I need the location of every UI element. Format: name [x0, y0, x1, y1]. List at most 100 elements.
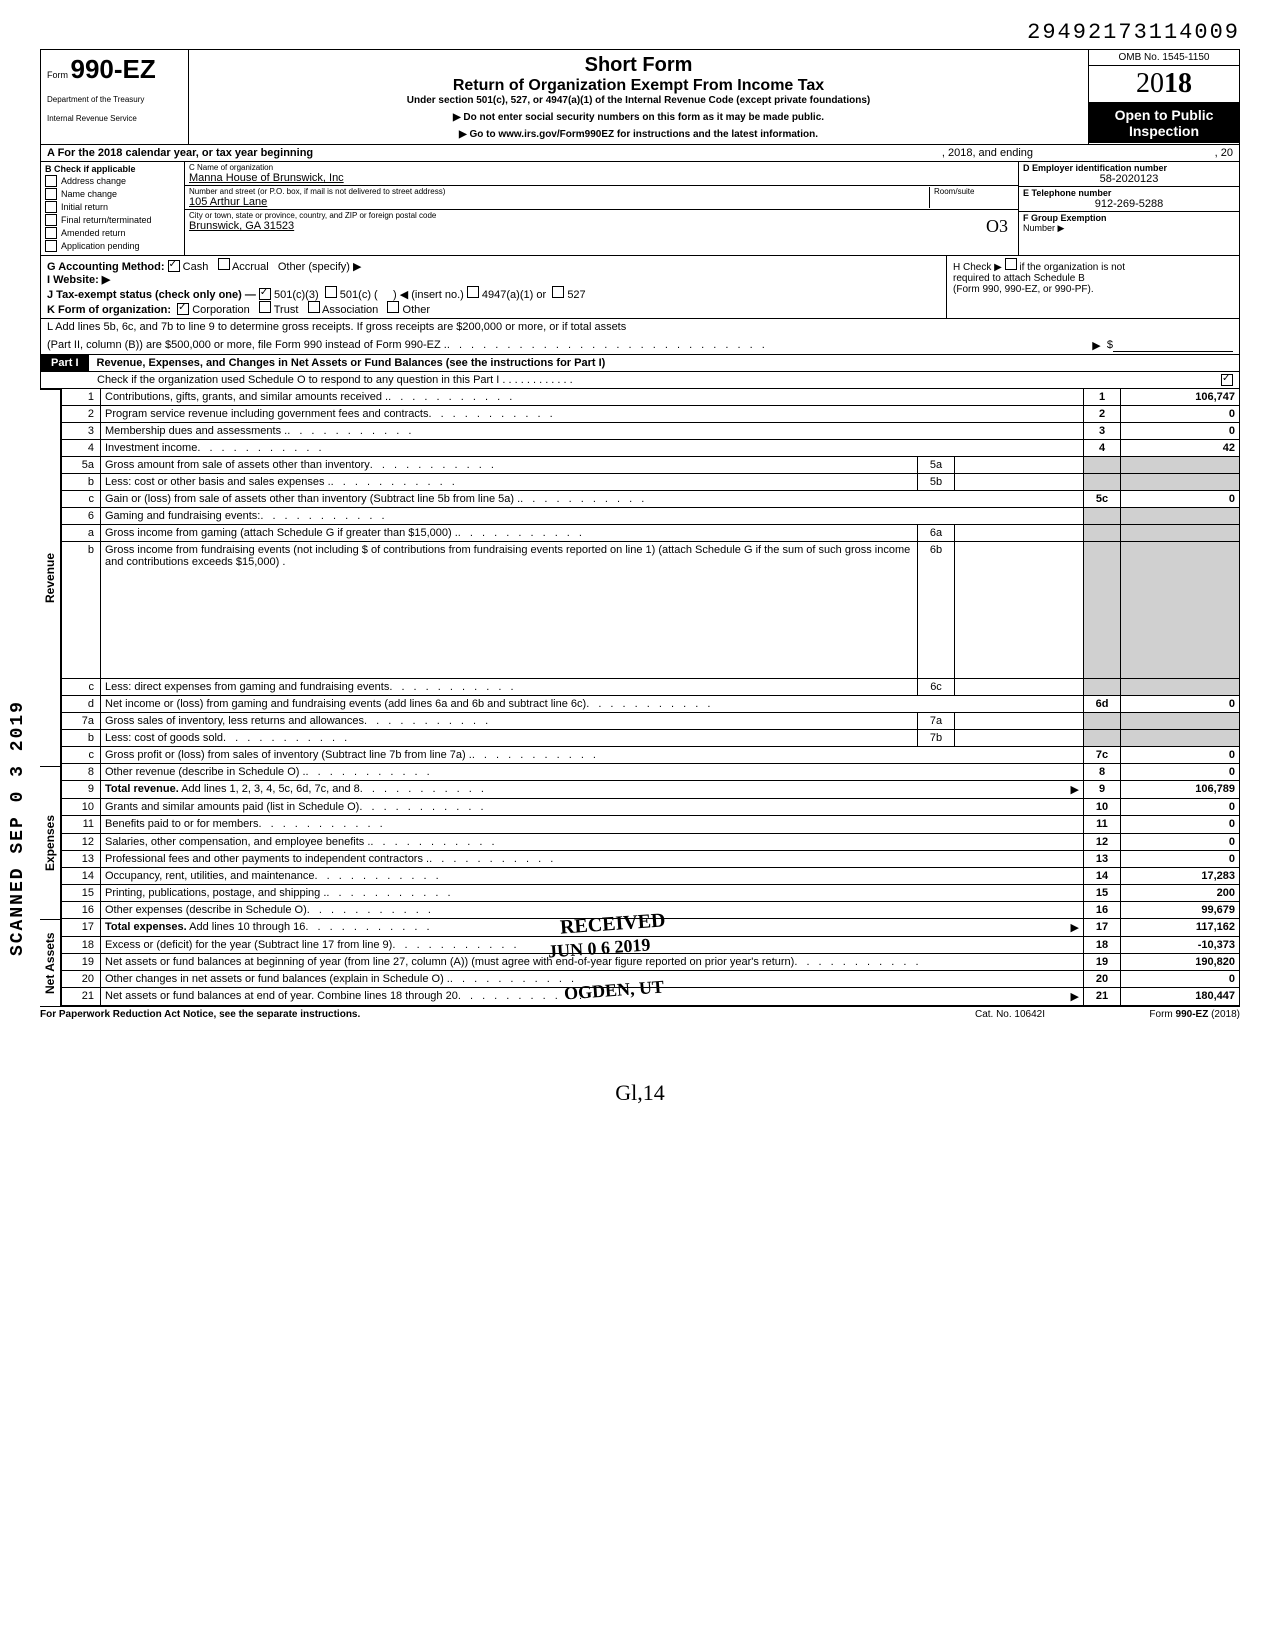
lbl-initial: Initial return [61, 202, 108, 212]
line-num-right: 9 [1084, 781, 1121, 799]
line-g: G Accounting Method: Cash Accrual Other … [47, 258, 940, 273]
line-num-right: 7c [1084, 747, 1121, 764]
line-value: 0 [1121, 747, 1240, 764]
form-lines-table: 1Contributions, gifts, grants, and simil… [61, 389, 1240, 1006]
title-short-form: Short Form [197, 54, 1080, 77]
table-row: 10Grants and similar amounts paid (list … [62, 799, 1240, 816]
line-description: Printing, publications, postage, and shi… [101, 884, 1084, 901]
d-grp-label: F Group Exemption [1023, 213, 1107, 223]
d-tel-value: 912-269-5288 [1023, 198, 1235, 210]
line-description: Program service revenue including govern… [101, 406, 1084, 423]
tax-year: 2018 [1089, 66, 1239, 103]
mid-line-number: 6b [918, 542, 955, 679]
line-number-left: b [62, 542, 101, 679]
line-number-left: 14 [62, 867, 101, 884]
line-number-left: 1 [62, 389, 101, 406]
lbl-trust: Trust [274, 304, 299, 316]
chk-amended[interactable] [45, 227, 57, 239]
d-ein-label: D Employer identification number [1023, 163, 1235, 173]
scanned-stamp: SCANNED SEP 0 3 2019 [8, 700, 28, 956]
line-value: 0 [1121, 423, 1240, 440]
open-to-public: Open to Public Inspection [1089, 103, 1239, 143]
line-value: -10,373 [1121, 936, 1240, 953]
line-value: 17,283 [1121, 867, 1240, 884]
chk-initial[interactable] [45, 201, 57, 213]
line-value: 0 [1121, 406, 1240, 423]
top-document-number: 29492173114009 [40, 20, 1240, 45]
table-row: aGross income from gaming (attach Schedu… [62, 525, 1240, 542]
line-number-left: d [62, 696, 101, 713]
chk-cash[interactable] [168, 260, 180, 272]
line-number-left: 21 [62, 987, 101, 1005]
line-value: 0 [1121, 816, 1240, 833]
table-row: 1Contributions, gifts, grants, and simil… [62, 389, 1240, 406]
line-value: 200 [1121, 884, 1240, 901]
line-number-left: c [62, 679, 101, 696]
line-description: Net income or (loss) from gaming and fun… [101, 696, 1084, 713]
chk-schedule-o[interactable] [1221, 374, 1233, 386]
line-num-shaded [1084, 713, 1121, 730]
line-num-right: 19 [1084, 953, 1121, 970]
mid-line-number: 6a [918, 525, 955, 542]
line-number-left: 15 [62, 884, 101, 901]
table-row: 4Investment income . . . . . . . . . . .… [62, 440, 1240, 457]
column-c: C Name of organization Manna House of Br… [185, 162, 1019, 255]
line-val-shaded [1121, 508, 1240, 525]
line-number-left: 13 [62, 850, 101, 867]
line-number-left: 18 [62, 936, 101, 953]
table-row: 19Net assets or fund balances at beginni… [62, 953, 1240, 970]
line-number-left: 4 [62, 440, 101, 457]
lbl-amended: Amended return [61, 228, 126, 238]
line-h: H Check ▶ if the organization is not req… [946, 256, 1239, 318]
chk-h[interactable] [1005, 258, 1017, 270]
d-grp-label2: Number ▶ [1023, 223, 1064, 233]
footer-left: For Paperwork Reduction Act Notice, see … [40, 1009, 940, 1020]
c-city-value: Brunswick, GA 31523 [189, 220, 1014, 232]
line-description: Gross amount from sale of assets other t… [101, 457, 918, 474]
c-city-label: City or town, state or province, country… [189, 211, 1014, 220]
omb-number: OMB No. 1545-1150 [1089, 50, 1239, 66]
d-ein-value: 58-2020123 [1023, 173, 1235, 185]
c-name-value: Manna House of Brunswick, Inc [189, 172, 1014, 184]
chk-trust[interactable] [259, 301, 271, 313]
row-a-mid: , 2018, and ending [942, 147, 1033, 159]
line-num-right: 3 [1084, 423, 1121, 440]
lbl-address: Address change [61, 176, 126, 186]
line-number-left: 17 [62, 918, 101, 936]
form-number: 990-EZ [71, 54, 156, 84]
chk-pending[interactable] [45, 240, 57, 252]
line-description: Gross income from gaming (attach Schedul… [101, 525, 918, 542]
line-i: I Website: ▶ [47, 273, 940, 286]
line-number-left: 6 [62, 508, 101, 525]
chk-accrual[interactable] [218, 258, 230, 270]
line-description: Total revenue. Add lines 1, 2, 3, 4, 5c,… [101, 781, 1084, 799]
line-num-shaded [1084, 730, 1121, 747]
chk-corporation[interactable] [177, 303, 189, 315]
line-number-left: 2 [62, 406, 101, 423]
line-description: Excess or (deficit) for the year (Subtra… [101, 936, 1084, 953]
mid-line-value [955, 474, 1084, 491]
chk-address[interactable] [45, 175, 57, 187]
line-num-shaded [1084, 508, 1121, 525]
c-name-label: C Name of organization [189, 163, 1014, 172]
chk-association[interactable] [308, 301, 320, 313]
chk-final[interactable] [45, 214, 57, 226]
lbl-association: Association [322, 304, 378, 316]
line-k: K Form of organization: Corporation Trus… [47, 301, 940, 316]
chk-527[interactable] [552, 286, 564, 298]
chk-501c3[interactable] [259, 288, 271, 300]
line-num-right: 14 [1084, 867, 1121, 884]
lbl-other-method: Other (specify) ▶ [278, 261, 362, 273]
line-num-shaded [1084, 525, 1121, 542]
chk-4947[interactable] [467, 286, 479, 298]
chk-name[interactable] [45, 188, 57, 200]
b-header: B Check if applicable [45, 164, 180, 174]
chk-501c[interactable] [325, 286, 337, 298]
line-description: Gain or (loss) from sale of assets other… [101, 491, 1084, 508]
line-description: Investment income . . . . . . . . . . . [101, 440, 1084, 457]
chk-other-org[interactable] [387, 301, 399, 313]
line-val-shaded [1121, 457, 1240, 474]
line-value: 190,820 [1121, 953, 1240, 970]
table-row: 12Salaries, other compensation, and empl… [62, 833, 1240, 850]
table-row: bGross income from fundraising events (n… [62, 542, 1240, 679]
